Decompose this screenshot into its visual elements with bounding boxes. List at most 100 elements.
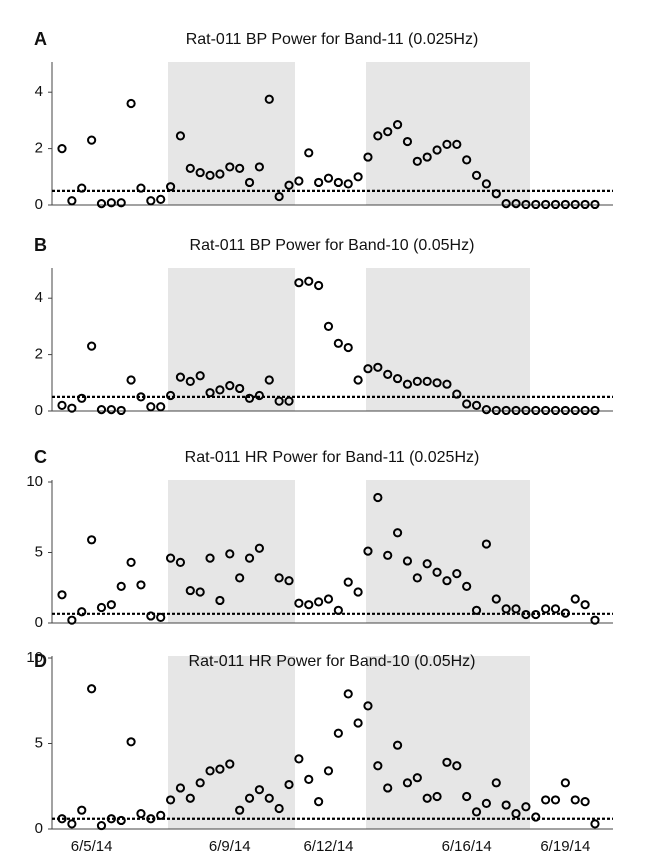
data-point [383,369,393,379]
data-point [146,196,156,206]
data-point [452,761,462,771]
data-point [323,594,334,604]
data-point [560,405,570,416]
data-point [402,136,413,147]
panel-label: C [34,447,47,467]
data-point [541,405,551,416]
data-point [67,196,77,206]
data-point [126,375,136,385]
y-tick-label: 2 [35,140,43,157]
data-point [511,405,521,416]
data-point [570,405,580,416]
data-point [235,805,245,815]
data-point [392,740,403,750]
data-point [531,199,541,210]
data-point [442,757,452,767]
data-point [422,559,432,569]
data-point [560,608,570,618]
data-point [432,567,442,577]
data-point [244,393,255,403]
data-point [244,177,255,188]
data-point [57,144,67,154]
data-point [254,785,264,795]
x-tick-label: 6/12/14 [303,838,353,855]
data-point [314,280,324,291]
data-point [175,372,186,382]
data-point [284,779,294,790]
data-point [254,162,264,172]
data-point [254,390,264,401]
data-point [294,754,304,764]
data-point [392,528,403,538]
y-tick-label: 5 [35,543,43,560]
data-point [96,404,107,415]
y-tick-label: 0 [35,196,43,213]
data-point [580,405,590,416]
x-tick-label: 6/19/14 [540,838,590,855]
data-point [244,793,255,803]
data-point [274,573,284,583]
data-point [412,156,422,166]
data-point [531,609,541,620]
data-point [146,402,156,412]
data-point [333,605,343,615]
data-point [215,385,225,395]
data-point [373,362,383,372]
data-point [481,404,492,415]
data-point [284,576,294,586]
data-point [580,797,590,807]
data-point [116,198,126,208]
data-point [471,400,482,410]
data-point [442,379,452,389]
data-point [353,587,363,597]
data-point [126,557,136,567]
data-point [462,581,472,591]
data-point [264,793,274,803]
data-point [185,376,195,386]
data-point [244,553,255,563]
data-point [96,820,107,831]
data-point [185,793,195,803]
data-point [126,737,136,747]
data-point [462,155,472,165]
data-point [165,795,176,805]
data-point [501,405,511,416]
data-point [353,718,363,728]
y-tick-label: 4 [35,289,43,306]
data-point [491,405,501,416]
data-point [175,557,186,567]
shaded-period [366,480,530,623]
data-point [205,170,215,180]
data-point [146,814,156,824]
data-point [422,793,432,803]
data-point [314,597,324,607]
data-point [590,199,600,210]
data-point [77,393,87,403]
data-point [491,189,501,199]
data-point [254,543,264,553]
data-point [195,167,205,178]
y-tick-label: 4 [35,83,43,100]
data-point [363,701,373,711]
chart-title: Rat-011 HR Power for Band-10 (0.05Hz) [189,653,476,670]
y-tick-label: 2 [35,346,43,363]
data-point [363,152,373,162]
data-point [304,600,314,610]
data-point [57,590,67,600]
shaded-period [366,62,530,205]
data-point [462,791,472,802]
panel-label: A [34,29,47,49]
panel-label: B [34,235,47,255]
data-point [452,139,462,149]
data-point [106,814,116,824]
data-point [215,169,225,179]
data-point [304,774,314,785]
data-point [412,376,422,386]
data-point [422,376,432,386]
data-point [402,379,413,389]
data-point [541,795,551,805]
data-point [511,198,521,209]
data-point [87,684,97,694]
data-point [343,342,353,353]
data-point [462,399,472,409]
